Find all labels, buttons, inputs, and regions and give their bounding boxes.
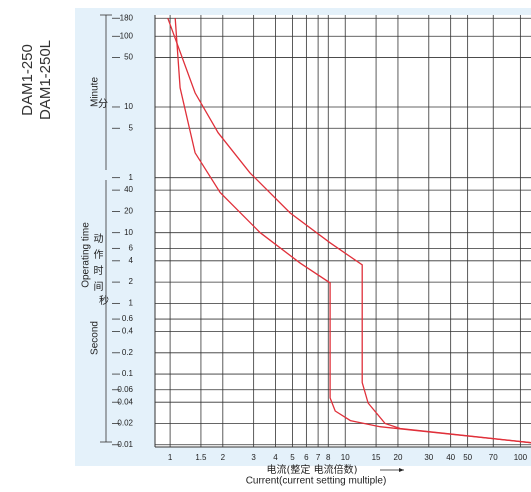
y-tick-label: 0.04 — [117, 397, 133, 406]
x-tick-label: 7 — [316, 453, 321, 462]
label-bg — [88, 60, 102, 130]
x-tick-label: 8 — [326, 453, 331, 462]
x-tick-label: 6 — [304, 453, 309, 462]
x-tick-label: 15 — [372, 453, 381, 462]
x-arrow-head — [399, 468, 404, 472]
curve — [174, 18, 531, 444]
y-tick-label: 4 — [129, 256, 134, 265]
y-tick-label: 0.02 — [117, 419, 133, 428]
x-tick-label: 70 — [489, 453, 498, 462]
y-tick-label: 0.01 — [117, 440, 133, 449]
y-tick-label: 40 — [124, 185, 133, 194]
x-label: Current(current setting multiple) — [246, 476, 387, 487]
y-tick-label: 10 — [124, 102, 133, 111]
y-tick-label: 0.06 — [117, 385, 133, 394]
subtitle: DAM1-250L — [37, 40, 54, 120]
x-tick-label: 10 — [341, 453, 350, 462]
title: DAM1-250 — [19, 44, 36, 116]
x-tick-label: 50 — [463, 453, 472, 462]
y-label-second: Second — [90, 321, 101, 355]
y-label-second-cn: 秒 — [99, 294, 109, 307]
x-label-cn: 电流(整定 电流倍数) — [267, 463, 358, 476]
y-tick-label: 1 — [129, 298, 134, 307]
y-tick-label: 2 — [129, 277, 134, 286]
y-tick-label: 6 — [129, 243, 134, 252]
x-tick-label: 1.5 — [195, 453, 207, 462]
y-tick-label: 180 — [120, 13, 134, 22]
y-tick-label: 0.4 — [122, 327, 134, 336]
curve — [167, 17, 531, 444]
y-tick-label: 5 — [129, 123, 134, 132]
x-tick-label: 2 — [221, 453, 226, 462]
y-label-minute: Minute — [90, 77, 101, 107]
x-tick-label: 100 — [514, 453, 528, 462]
y-tick-label: 0.6 — [122, 314, 134, 323]
y-tick-label: 100 — [120, 31, 134, 40]
y-tick-label: 0.1 — [122, 369, 134, 378]
x-tick-label: 5 — [290, 453, 295, 462]
y-tick-label: 1 — [129, 173, 134, 182]
x-tick-label: 20 — [394, 453, 403, 462]
x-tick-label: 1 — [168, 453, 173, 462]
plot-area — [155, 15, 531, 447]
y-tick-label: 10 — [124, 228, 133, 237]
x-tick-label: 3 — [251, 453, 256, 462]
y-label-operating: Operating time — [81, 222, 92, 288]
y-tick-label: 0.2 — [122, 348, 134, 357]
y-label-operating-cn: 动作时间 — [91, 233, 103, 297]
x-tick-label: 4 — [273, 453, 278, 462]
y-tick-label: 50 — [124, 53, 133, 62]
x-tick-label: 30 — [424, 453, 433, 462]
y-tick-label: 20 — [124, 207, 133, 216]
x-tick-label: 40 — [446, 453, 455, 462]
y-label-minute-cn: 分 — [98, 98, 108, 110]
